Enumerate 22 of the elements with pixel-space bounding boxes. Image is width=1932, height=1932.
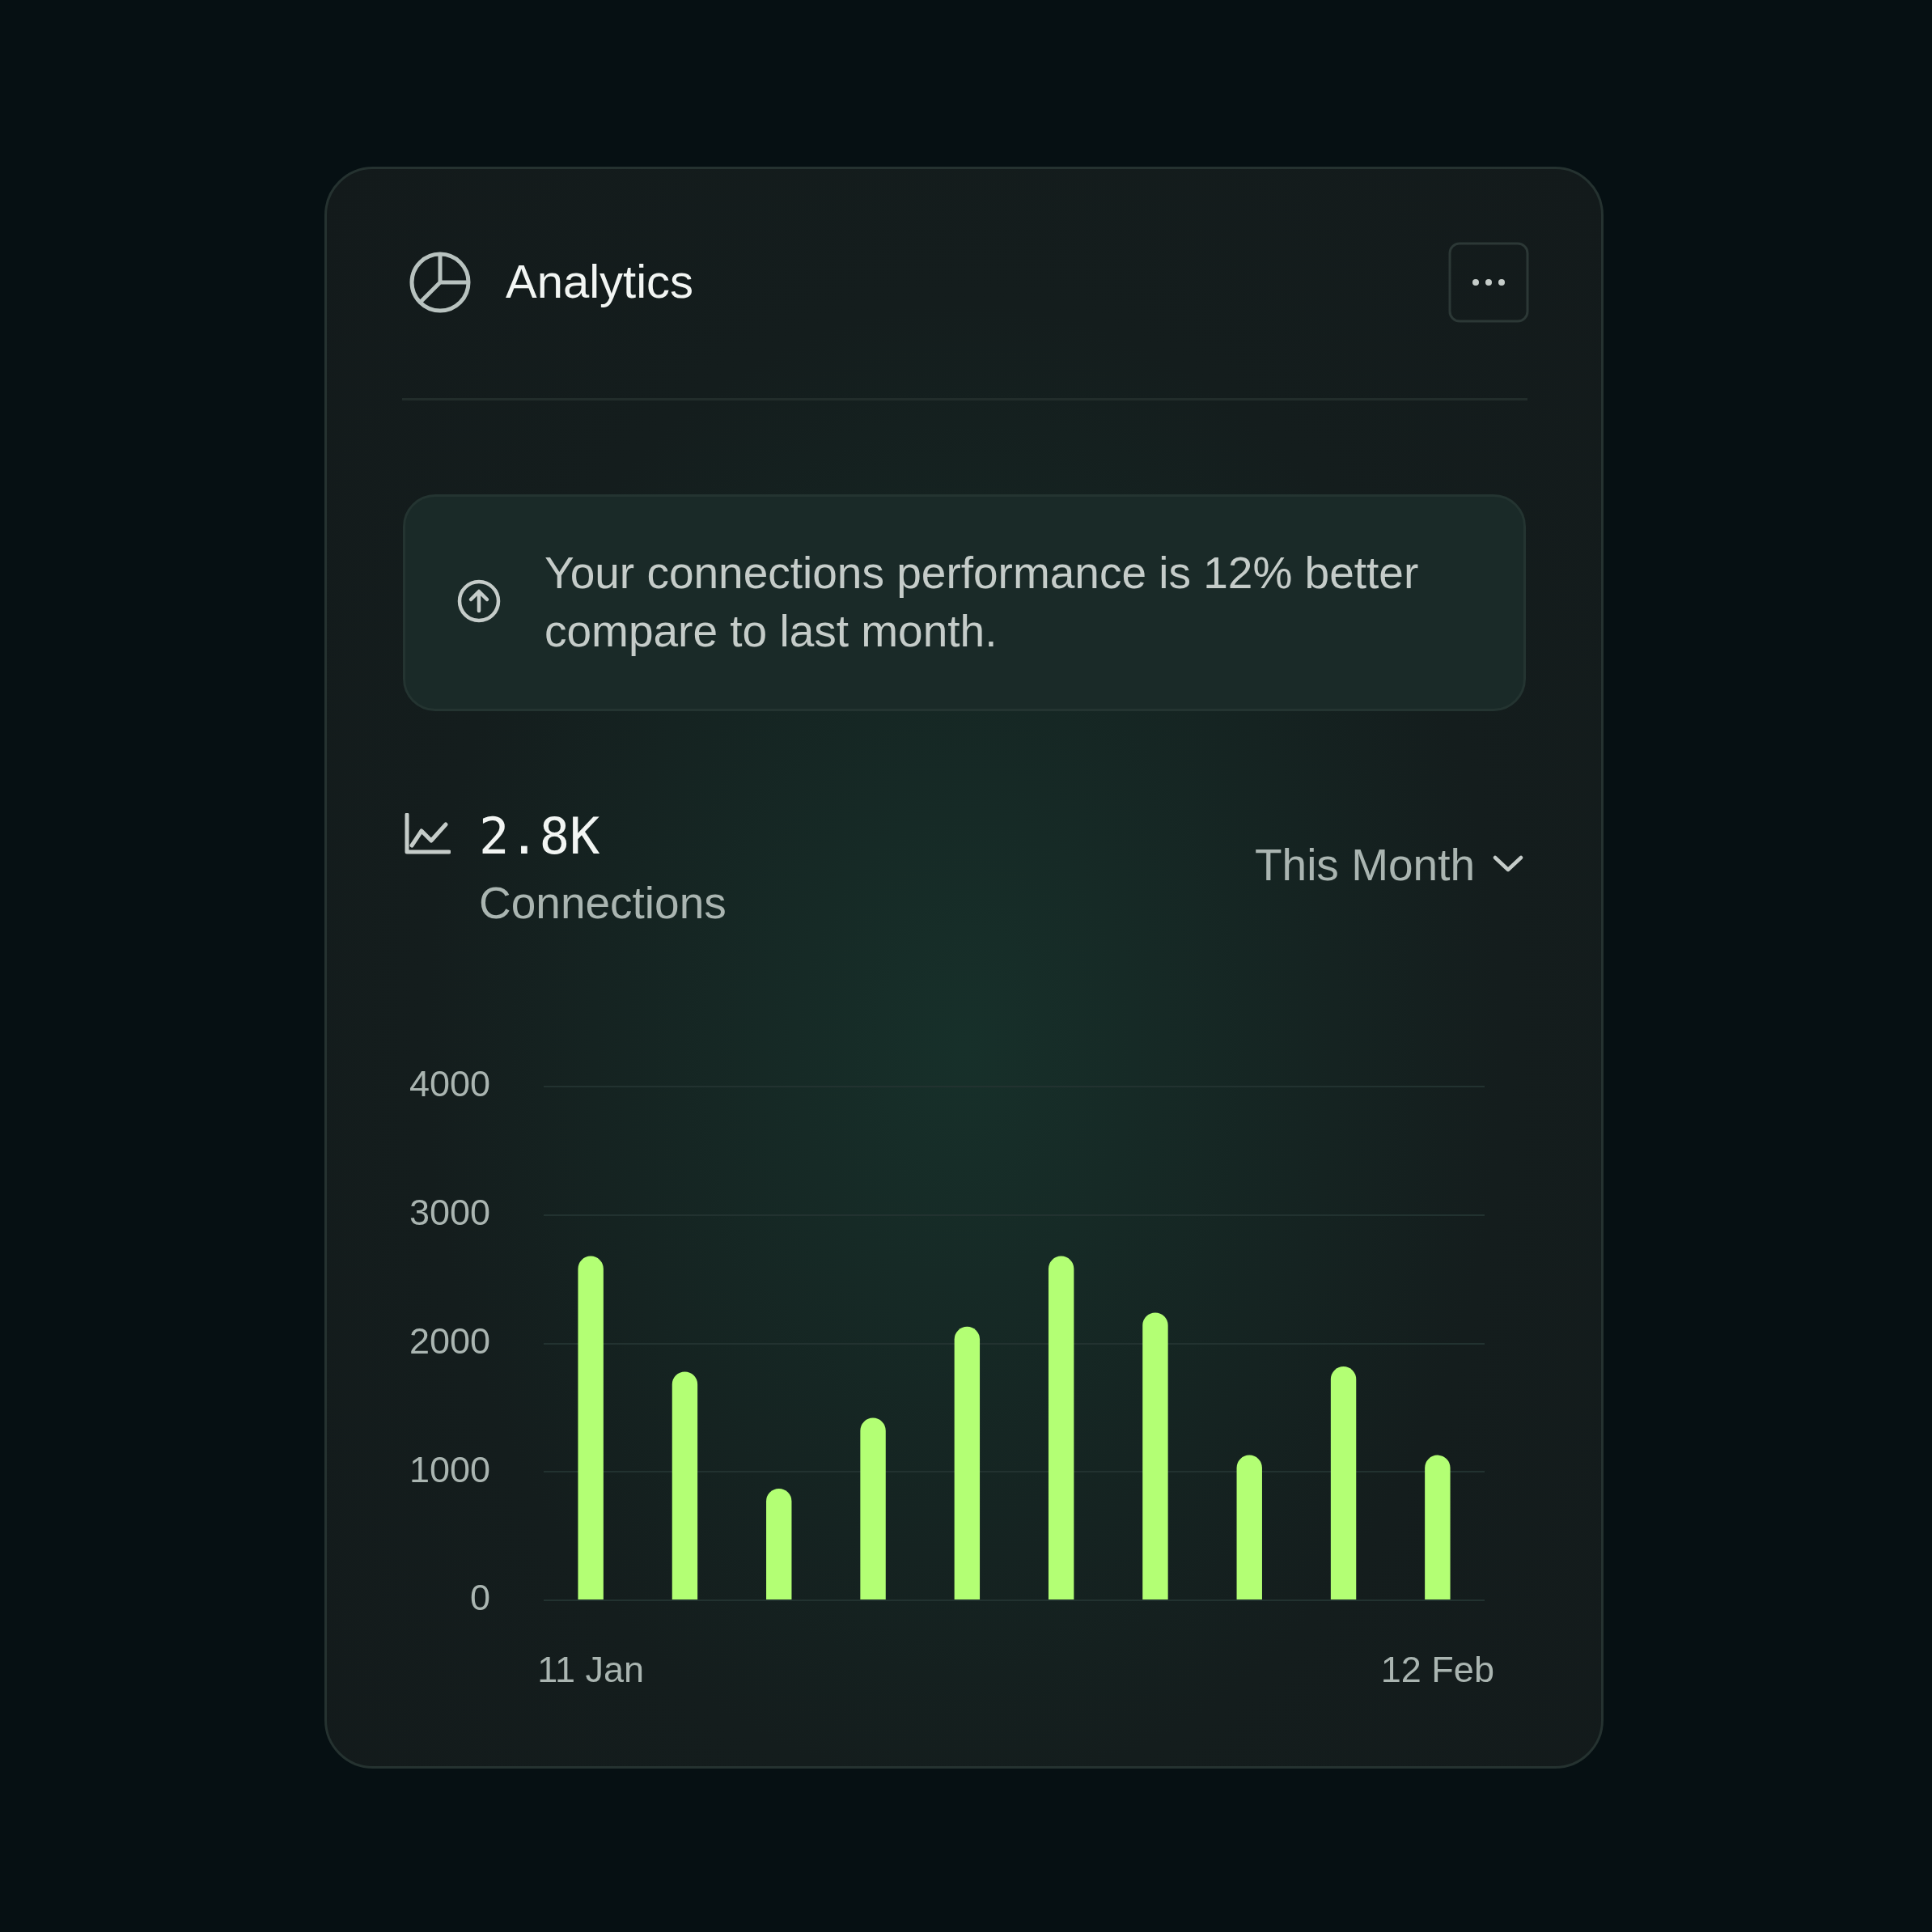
bar [1142, 1312, 1168, 1599]
bar [860, 1417, 886, 1599]
text: Your connections performance is 12% better compare to last month. [544, 547, 1420, 658]
x-tick-label: 12 Feb [1380, 1649, 1494, 1691]
text: Connections [479, 877, 727, 930]
y-tick-label: 4000 [409, 1063, 490, 1105]
y-tick-label: 3000 [409, 1192, 490, 1234]
bar [766, 1488, 792, 1599]
x-tick-label: 11 Jan [537, 1649, 645, 1691]
bar [578, 1256, 604, 1599]
text: This Month [1254, 839, 1475, 892]
bar [1236, 1455, 1262, 1599]
bar [1425, 1455, 1451, 1599]
y-tick-label: 2000 [409, 1320, 490, 1362]
chart-title: Analytics [506, 254, 694, 309]
bar [1048, 1256, 1074, 1599]
bar [954, 1326, 981, 1599]
y-tick-label: 1000 [409, 1448, 490, 1490]
bar [1330, 1366, 1357, 1599]
text: 2.8K [479, 806, 600, 867]
bar [672, 1371, 698, 1599]
y-tick-label: 0 [469, 1577, 490, 1619]
